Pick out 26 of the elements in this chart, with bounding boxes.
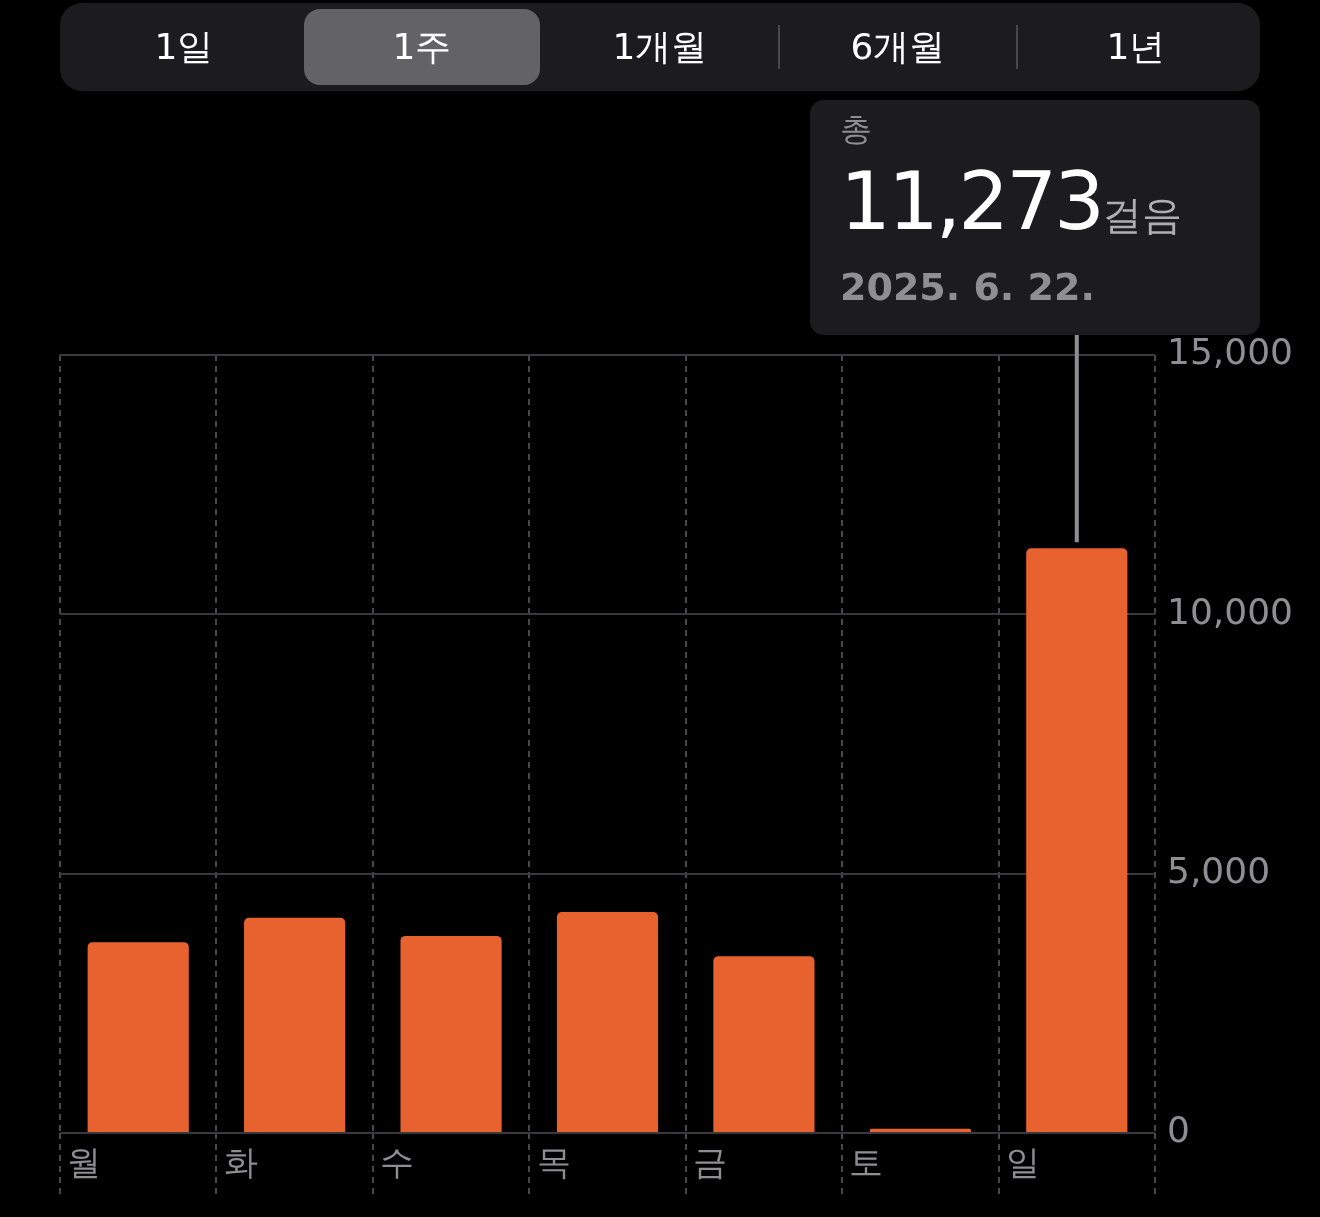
bar bbox=[556, 912, 659, 1132]
x-tick-label: 토 bbox=[849, 1142, 884, 1183]
text: 총 bbox=[840, 109, 873, 150]
text: 2025. 6. 22. bbox=[840, 265, 1096, 309]
x-tick-label: 월 bbox=[67, 1142, 102, 1183]
text: 1개월 bbox=[611, 24, 709, 69]
bar bbox=[400, 935, 502, 1132]
bar bbox=[244, 917, 346, 1132]
text: 1년 bbox=[1105, 24, 1167, 69]
y-tick-label: 10,000 bbox=[1167, 590, 1293, 632]
bar bbox=[869, 1128, 971, 1132]
text: 6개월 bbox=[849, 24, 947, 69]
text: 1일 bbox=[153, 24, 215, 69]
bar bbox=[87, 942, 189, 1132]
y-tick-label: 15,000 bbox=[1167, 331, 1293, 373]
text: 1주 bbox=[304, 9, 540, 85]
bar bbox=[713, 956, 815, 1132]
x-tick-label: 수 bbox=[380, 1142, 415, 1183]
x-tick-label: 금 bbox=[692, 1142, 727, 1183]
y-tick-label: 5,000 bbox=[1167, 850, 1271, 892]
text: 11,273걸음 bbox=[840, 154, 1183, 250]
x-tick-label: 일 bbox=[1005, 1142, 1040, 1183]
x-tick-label: 목 bbox=[536, 1142, 571, 1183]
y-tick-label: 0 bbox=[1167, 1109, 1190, 1151]
bar bbox=[1026, 548, 1128, 1132]
x-tick-label: 화 bbox=[223, 1142, 258, 1183]
